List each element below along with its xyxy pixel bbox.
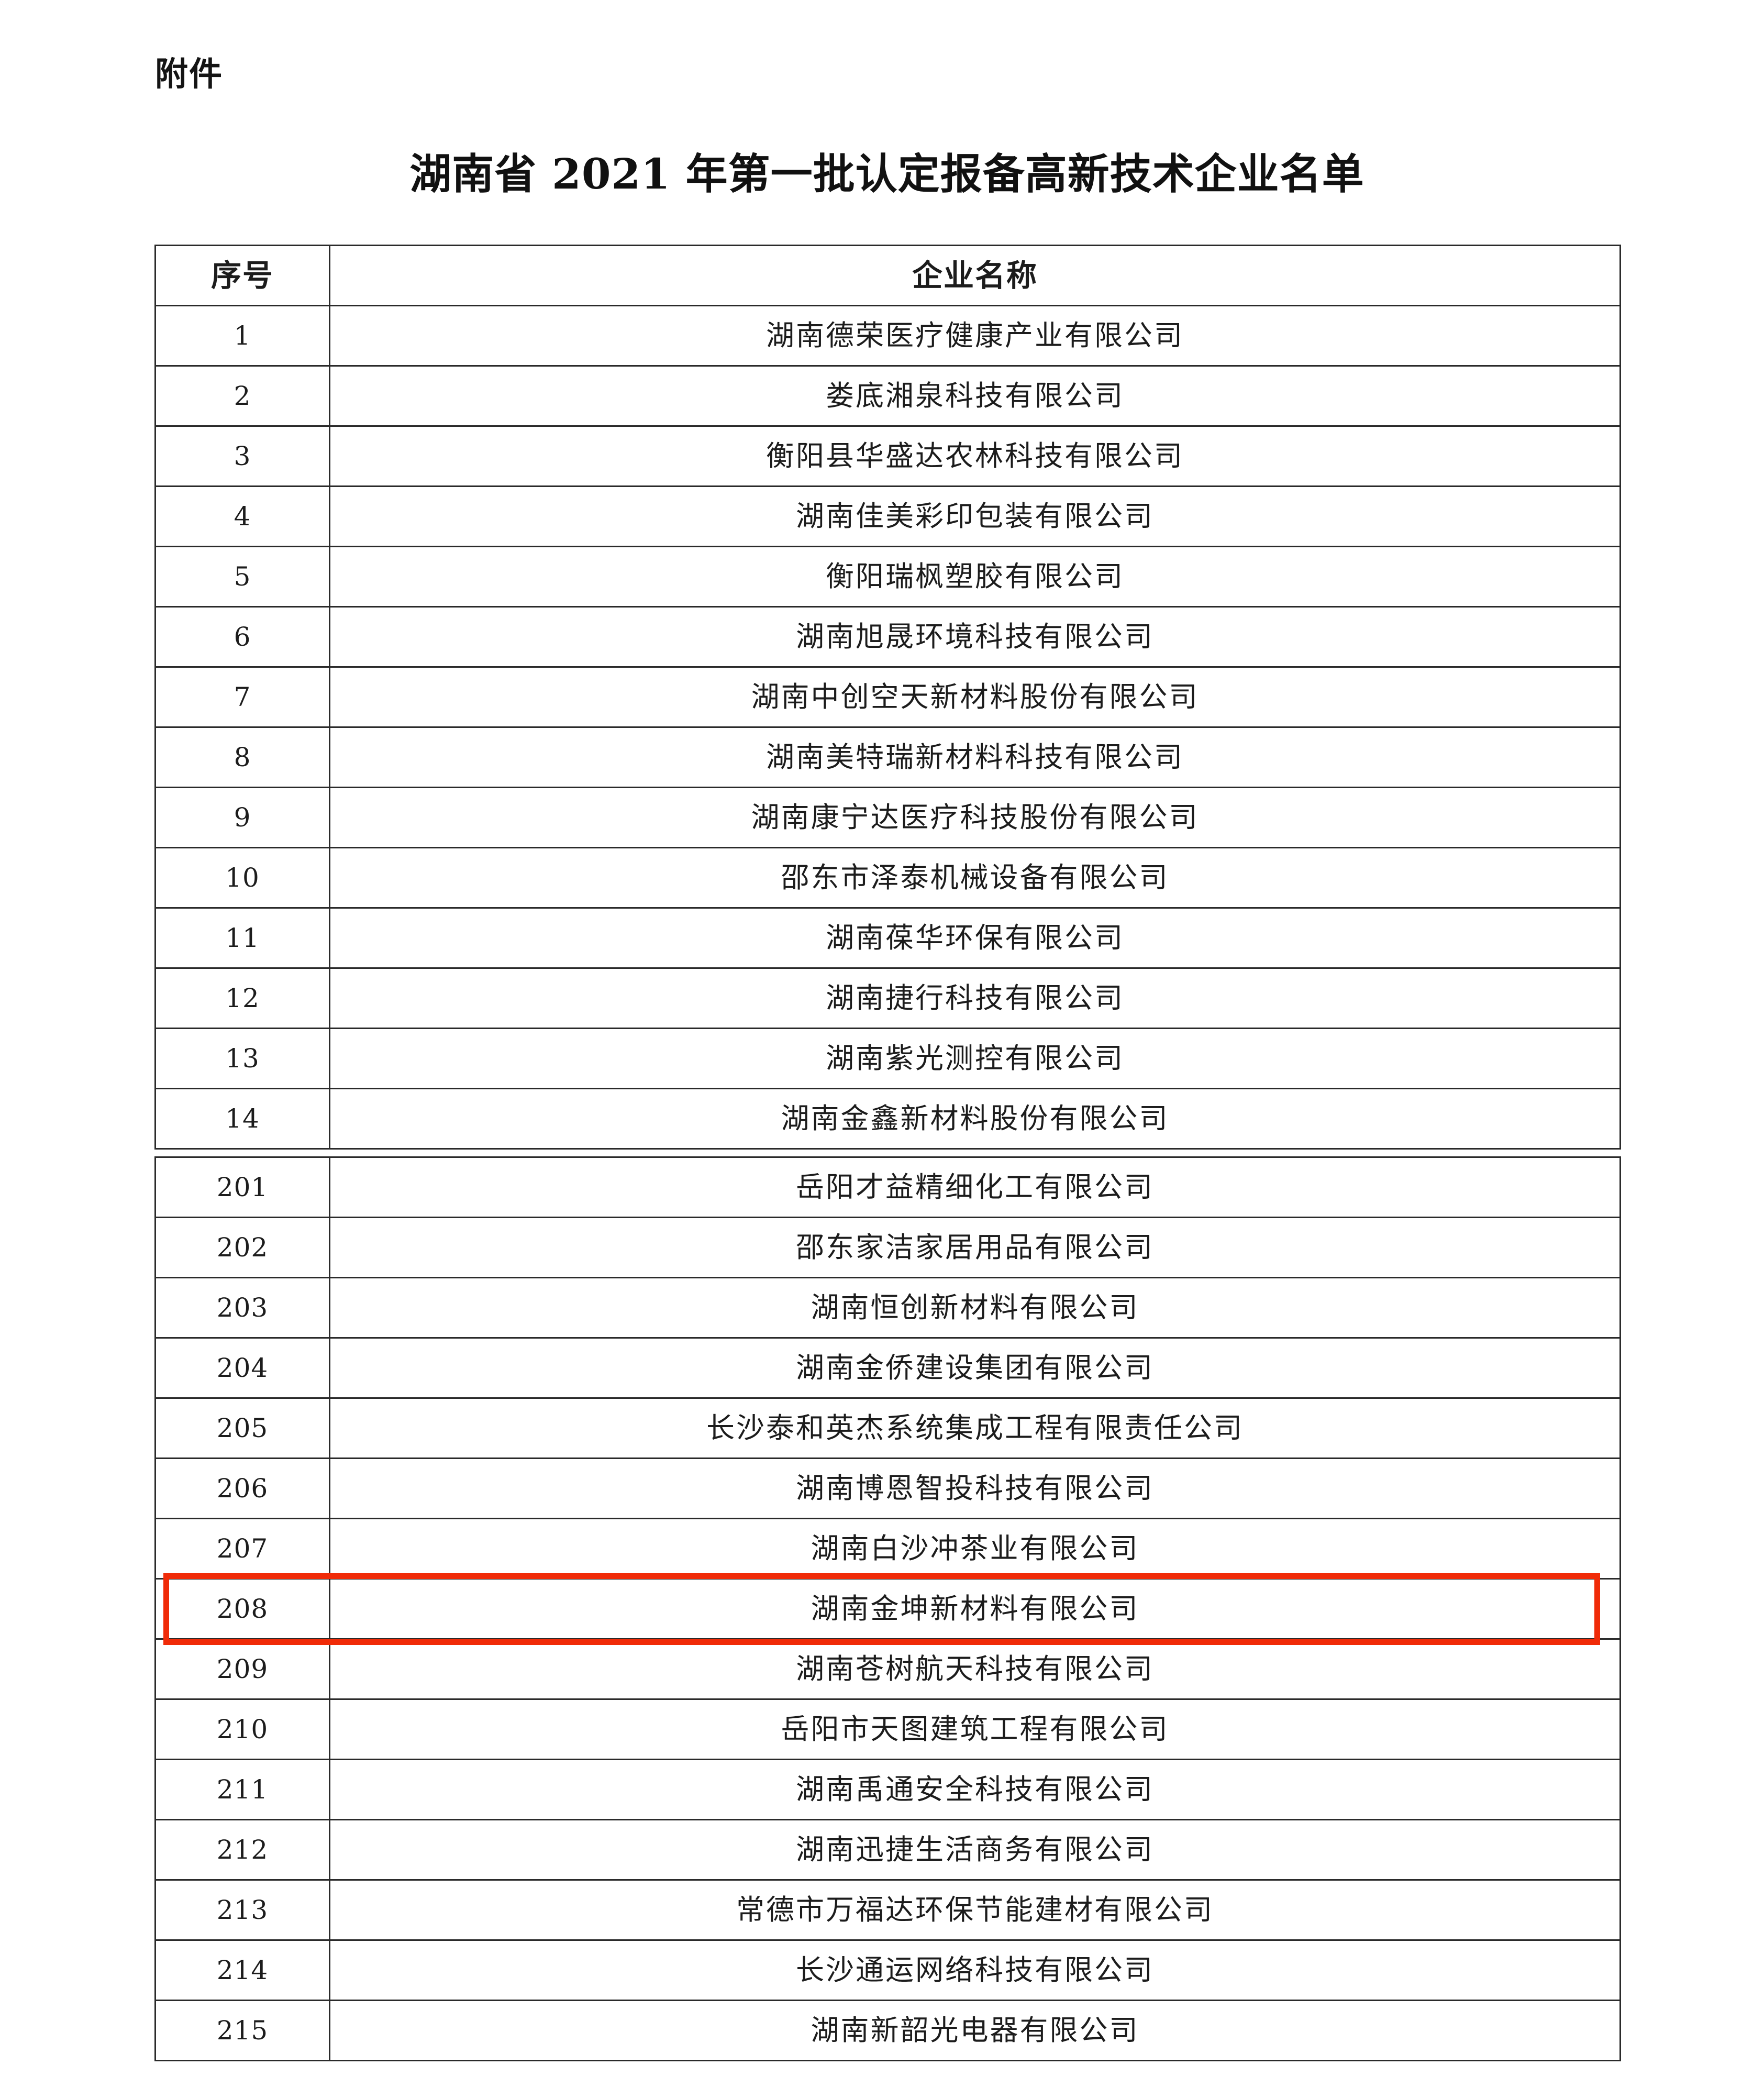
table-row: 7 湖南中创空天新材料股份有限公司: [154, 666, 1621, 728]
cell-company-name: 邵东市泽泰机械设备有限公司: [329, 847, 1621, 909]
table-row: 205 长沙泰和英杰系统集成工程有限责任公司: [154, 1397, 1621, 1459]
cell-serial-no: 204: [154, 1337, 330, 1399]
cell-company-name: 湖南捷行科技有限公司: [329, 967, 1621, 1029]
cell-company-name: 湖南苍树航天科技有限公司: [329, 1638, 1621, 1700]
table-row: 208 湖南金坤新材料有限公司: [154, 1578, 1621, 1640]
table-row: 213 常德市万福达环保节能建材有限公司: [154, 1879, 1621, 1941]
table-row: 3 衡阳县华盛达农林科技有限公司: [154, 425, 1621, 487]
cell-serial-no: 14: [154, 1088, 330, 1150]
cell-serial-no: 6: [154, 606, 330, 668]
column-header-company-name: 企业名称: [329, 245, 1621, 306]
cell-company-name: 湖南德荣医疗健康产业有限公司: [329, 305, 1621, 367]
cell-serial-no: 12: [154, 967, 330, 1029]
table-row: 203 湖南恒创新材料有限公司: [154, 1277, 1621, 1339]
cell-company-name: 衡阳县华盛达农林科技有限公司: [329, 425, 1621, 487]
cell-serial-no: 207: [154, 1518, 330, 1580]
cell-company-name: 湖南金侨建设集团有限公司: [329, 1337, 1621, 1399]
cell-company-name: 邵东家洁家居用品有限公司: [329, 1217, 1621, 1278]
table-header-row: 序号 企业名称: [154, 245, 1621, 306]
company-table-block-two: 201 岳阳才益精细化工有限公司 202 邵东家洁家居用品有限公司 203 湖南恒创新材料…: [154, 1156, 1621, 2061]
table-row: 6 湖南旭晟环境科技有限公司: [154, 606, 1621, 668]
table-row: 202 邵东家洁家居用品有限公司: [154, 1217, 1621, 1278]
cell-company-name: 湖南白沙冲茶业有限公司: [329, 1518, 1621, 1580]
cell-serial-no: 9: [154, 787, 330, 848]
table-row: 1 湖南德荣医疗健康产业有限公司: [154, 305, 1621, 367]
company-listing-tables: 序号 企业名称 1 湖南德荣医疗健康产业有限公司 2 娄底湘泉科技有限公司 3 衡阳县华盛…: [154, 245, 1621, 2061]
table-row: 207 湖南白沙冲茶业有限公司: [154, 1518, 1621, 1580]
cell-serial-no: 203: [154, 1277, 330, 1339]
cell-company-name: 湖南金坤新材料有限公司: [329, 1578, 1621, 1640]
table-row: 211 湖南禹通安全科技有限公司: [154, 1759, 1621, 1820]
cell-company-name: 湖南中创空天新材料股份有限公司: [329, 666, 1621, 728]
cell-serial-no: 1: [154, 305, 330, 367]
cell-serial-no: 210: [154, 1698, 330, 1760]
cell-serial-no: 208: [154, 1578, 330, 1640]
column-header-serial-no: 序号: [154, 245, 330, 306]
cell-company-name: 湖南禹通安全科技有限公司: [329, 1759, 1621, 1820]
cell-company-name: 衡阳瑞枫塑胶有限公司: [329, 546, 1621, 608]
cell-company-name: 娄底湘泉科技有限公司: [329, 365, 1621, 427]
cell-company-name: 湖南紫光测控有限公司: [329, 1028, 1621, 1089]
cell-company-name: 湖南迅捷生活商务有限公司: [329, 1819, 1621, 1881]
table-row: 13 湖南紫光测控有限公司: [154, 1028, 1621, 1089]
cell-company-name: 湖南美特瑞新材料科技有限公司: [329, 726, 1621, 788]
cell-serial-no: 8: [154, 726, 330, 788]
cell-serial-no: 211: [154, 1759, 330, 1820]
table-row: 11 湖南葆华环保有限公司: [154, 907, 1621, 969]
table-row: 215 湖南新韶光电器有限公司: [154, 2000, 1621, 2061]
cell-company-name: 长沙通运网络科技有限公司: [329, 1939, 1621, 2001]
cell-serial-no: 4: [154, 485, 330, 547]
cell-company-name: 岳阳市天图建筑工程有限公司: [329, 1698, 1621, 1760]
cell-company-name: 湖南博恩智投科技有限公司: [329, 1457, 1621, 1519]
cell-serial-no: 209: [154, 1638, 330, 1700]
table-row: 201 岳阳才益精细化工有限公司: [154, 1156, 1621, 1218]
cell-serial-no: 205: [154, 1397, 330, 1459]
table-row: 9 湖南康宁达医疗科技股份有限公司: [154, 787, 1621, 848]
cell-serial-no: 206: [154, 1457, 330, 1519]
cell-company-name: 湖南佳美彩印包装有限公司: [329, 485, 1621, 547]
table-row: 212 湖南迅捷生活商务有限公司: [154, 1819, 1621, 1881]
cell-serial-no: 213: [154, 1879, 330, 1941]
cell-serial-no: 7: [154, 666, 330, 728]
table-row: 10 邵东市泽泰机械设备有限公司: [154, 847, 1621, 909]
table-row: 206 湖南博恩智投科技有限公司: [154, 1457, 1621, 1519]
cell-company-name: 湖南康宁达医疗科技股份有限公司: [329, 787, 1621, 848]
page-title: 湖南省 2021 年第一批认定报备高新技术企业名单: [409, 149, 1364, 198]
cell-company-name: 湖南金鑫新材料股份有限公司: [329, 1088, 1621, 1150]
company-table-block-one: 序号 企业名称 1 湖南德荣医疗健康产业有限公司 2 娄底湘泉科技有限公司 3 衡阳县华盛…: [154, 245, 1621, 1150]
cell-serial-no: 3: [154, 425, 330, 487]
cell-serial-no: 5: [154, 546, 330, 608]
table-row: 209 湖南苍树航天科技有限公司: [154, 1638, 1621, 1700]
cell-company-name: 长沙泰和英杰系统集成工程有限责任公司: [329, 1397, 1621, 1459]
cell-serial-no: 201: [154, 1156, 330, 1218]
table-row: 210 岳阳市天图建筑工程有限公司: [154, 1698, 1621, 1760]
cell-company-name: 湖南新韶光电器有限公司: [329, 2000, 1621, 2061]
attachment-label: 附件: [155, 55, 223, 93]
cell-serial-no: 212: [154, 1819, 330, 1881]
table-row: 8 湖南美特瑞新材料科技有限公司: [154, 726, 1621, 788]
cell-company-name: 湖南旭晟环境科技有限公司: [329, 606, 1621, 668]
cell-serial-no: 2: [154, 365, 330, 427]
cell-serial-no: 13: [154, 1028, 330, 1089]
cell-serial-no: 10: [154, 847, 330, 909]
cell-company-name: 湖南恒创新材料有限公司: [329, 1277, 1621, 1339]
table-row: 214 长沙通运网络科技有限公司: [154, 1939, 1621, 2001]
table-row: 14 湖南金鑫新材料股份有限公司: [154, 1088, 1621, 1150]
cell-company-name: 常德市万福达环保节能建材有限公司: [329, 1879, 1621, 1941]
cell-company-name: 岳阳才益精细化工有限公司: [329, 1156, 1621, 1218]
table-row: 12 湖南捷行科技有限公司: [154, 967, 1621, 1029]
table-row: 4 湖南佳美彩印包装有限公司: [154, 485, 1621, 547]
cell-serial-no: 202: [154, 1217, 330, 1278]
table-row: 204 湖南金侨建设集团有限公司: [154, 1337, 1621, 1399]
cell-company-name: 湖南葆华环保有限公司: [329, 907, 1621, 969]
table-row: 5 衡阳瑞枫塑胶有限公司: [154, 546, 1621, 608]
table-row: 2 娄底湘泉科技有限公司: [154, 365, 1621, 427]
cell-serial-no: 11: [154, 907, 330, 969]
cell-serial-no: 214: [154, 1939, 330, 2001]
cell-serial-no: 215: [154, 2000, 330, 2061]
